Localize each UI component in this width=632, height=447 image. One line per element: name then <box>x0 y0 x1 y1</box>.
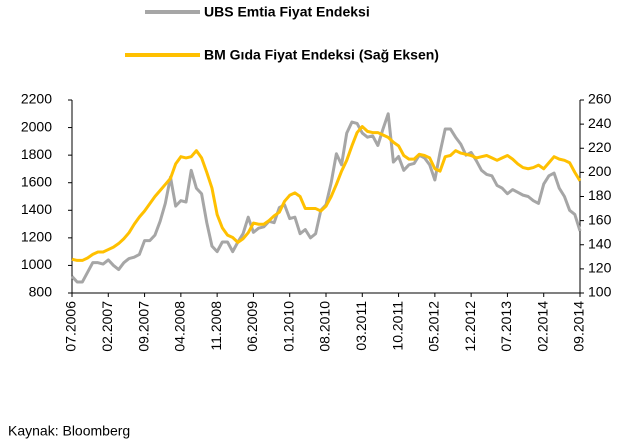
y-tick-label: 1200 <box>21 229 52 245</box>
x-tick-label: 09.2007 <box>135 301 151 352</box>
y-tick-label: 1400 <box>21 201 52 217</box>
y-tick-label: 800 <box>29 284 53 300</box>
y2-tick-label: 260 <box>588 91 612 107</box>
y-tick-label: 2200 <box>21 91 52 107</box>
y-tick-label: 1000 <box>21 256 52 272</box>
y-tick-label: 1800 <box>21 146 52 162</box>
x-tick-label: 11.2008 <box>208 301 224 351</box>
x-tick-label: 06.2009 <box>244 301 260 352</box>
x-tick-label: 02.2014 <box>534 301 550 352</box>
x-tick-label: 10.2011 <box>389 301 405 351</box>
y2-tick-label: 140 <box>588 235 612 251</box>
legend-label: UBS Emtia Fiyat Endeksi <box>204 4 370 20</box>
series-line <box>70 112 582 284</box>
x-tick-label: 07.2006 <box>63 301 79 352</box>
y2-tick-label: 120 <box>588 260 612 276</box>
y2-tick-label: 200 <box>588 163 612 179</box>
y-tick-label: 2000 <box>21 118 52 134</box>
x-tick-label: 12.2012 <box>462 301 478 352</box>
y2-tick-label: 240 <box>588 115 612 131</box>
x-tick-label: 04.2008 <box>172 301 188 352</box>
series-line <box>71 125 582 262</box>
y2-tick-label: 220 <box>588 139 612 155</box>
y-tick-label: 1600 <box>21 173 52 189</box>
x-tick-label: 05.2012 <box>426 301 442 352</box>
x-tick-label: 01.2010 <box>280 301 296 352</box>
source-note: Kaynak: Bloomberg <box>8 423 130 439</box>
x-tick-label: 08.2010 <box>317 301 333 352</box>
x-tick-label: 07.2013 <box>498 301 514 352</box>
y2-tick-label: 160 <box>588 211 612 227</box>
x-tick-label: 02.2007 <box>99 301 115 352</box>
x-tick-label: 09.2014 <box>571 301 587 352</box>
x-tick-label: 03.2011 <box>353 301 369 351</box>
y2-tick-label: 180 <box>588 187 612 203</box>
y2-tick-label: 100 <box>588 284 612 300</box>
legend-label: BM Gıda Fiyat Endeksi (Sağ Eksen) <box>204 47 439 63</box>
